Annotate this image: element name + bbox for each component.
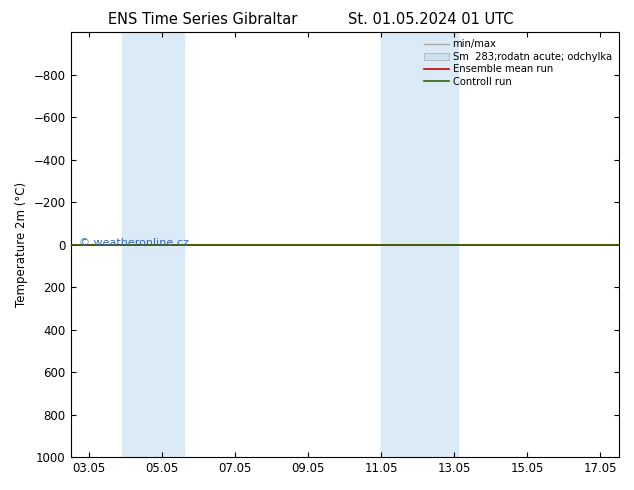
Legend: min/max, Sm  283;rodatn acute; odchylka, Ensemble mean run, Controll run: min/max, Sm 283;rodatn acute; odchylka, … [422, 37, 614, 89]
Y-axis label: Temperature 2m (°C): Temperature 2m (°C) [15, 182, 28, 307]
Text: © weatheronline.cz: © weatheronline.cz [79, 238, 189, 247]
Text: ENS Time Series Gibraltar: ENS Time Series Gibraltar [108, 12, 297, 27]
Bar [381, 32, 458, 457]
Text: St. 01.05.2024 01 UTC: St. 01.05.2024 01 UTC [348, 12, 514, 27]
Bar [122, 32, 184, 457]
